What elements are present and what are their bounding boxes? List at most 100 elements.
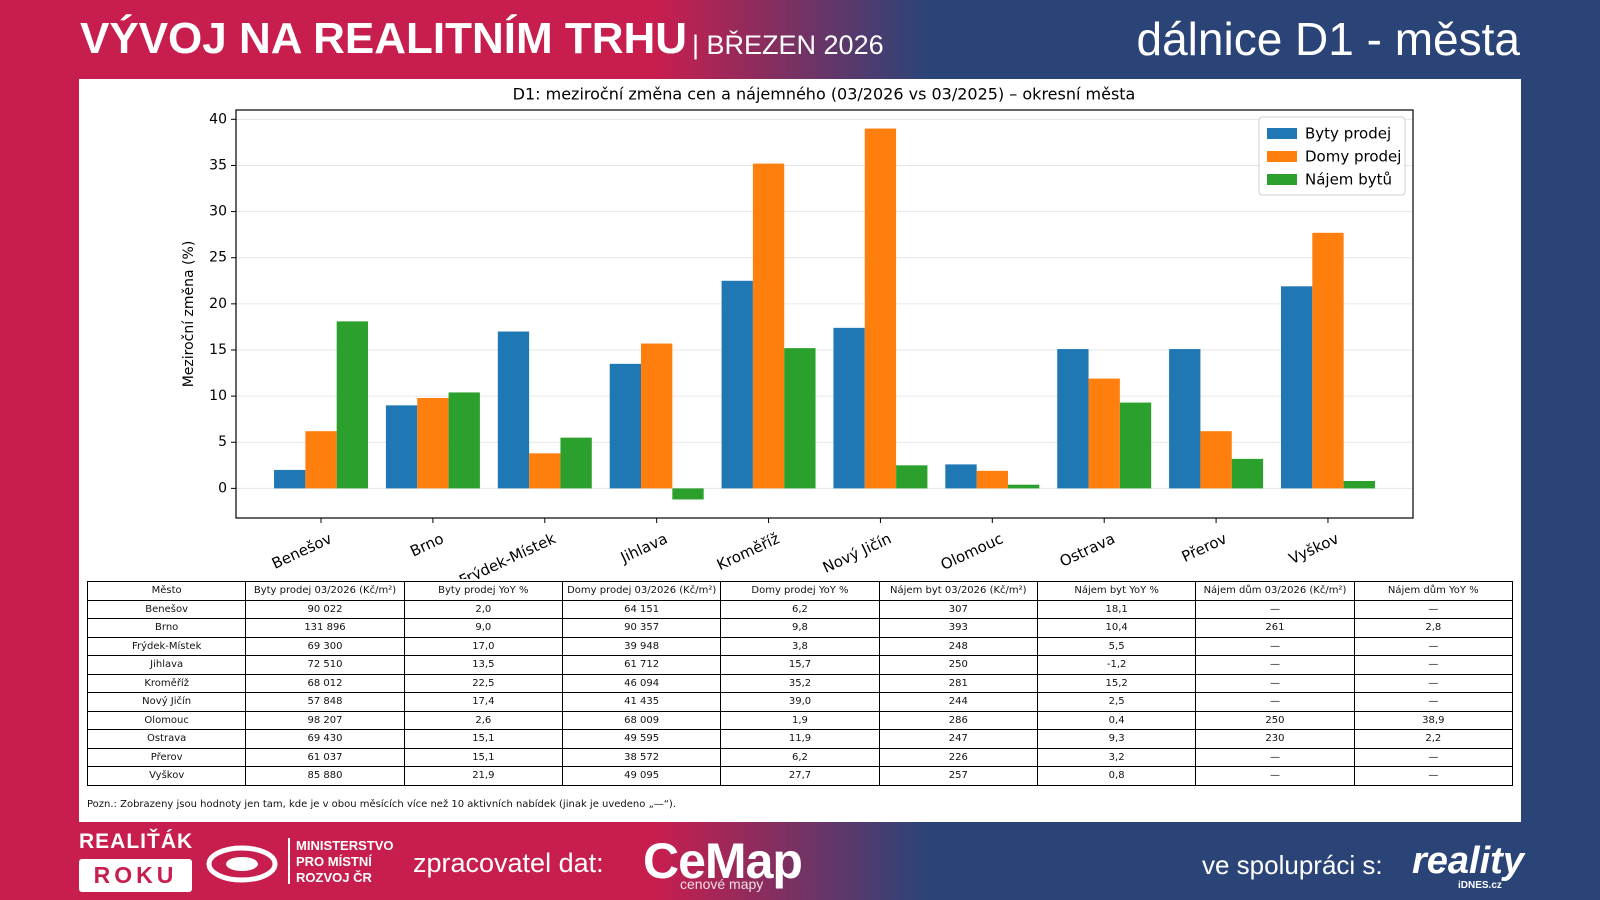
table-cell: 3,2 [1036, 747, 1197, 767]
table-cell: 13,5 [403, 655, 563, 675]
legend-label: Domy prodej [1305, 148, 1401, 166]
x-tick-label: Jihlava [617, 529, 670, 567]
table-row: Jihlava 72 510 13,5 61 712 15,7 250 -1,2— — [86, 655, 1514, 675]
x-tick-label: Vyškov [1286, 529, 1342, 568]
table-cell: 9,0 [403, 618, 563, 638]
bar [1057, 349, 1089, 489]
bar [1343, 481, 1375, 489]
x-tick-label: Přerov [1179, 529, 1230, 566]
table-cell: 3,8 [720, 636, 880, 656]
table-cell: 57 848 [245, 692, 405, 712]
ministry-line: PRO MÍSTNÍ [296, 854, 372, 869]
table-cell: 131 896 [245, 618, 405, 638]
table-cell: 2,0 [403, 599, 563, 619]
table-row: Olomouc 98 207 2,6 68 009 1,9 286 0,4 250 38,9 [86, 710, 1514, 730]
table-cell: — [1353, 747, 1514, 767]
table-cell: 6,2 [720, 747, 880, 767]
table-cell: 286 [878, 710, 1038, 730]
table-cell: — [1195, 673, 1355, 693]
logo-ring [206, 845, 278, 883]
x-tick-label: Brno [407, 529, 446, 560]
bar [448, 392, 480, 489]
table-cell: — [1195, 599, 1355, 619]
column-header: Byty prodej 03/2026 (Kč/m²) [245, 581, 405, 601]
bar [1312, 232, 1344, 489]
table-cell: 307 [878, 599, 1038, 619]
plot-frame [235, 109, 1414, 519]
table-cell: 11,9 [720, 729, 880, 749]
table-row: Frýdek-Místek 69 300 17,0 39 948 3,8 248 5,5— — [86, 636, 1514, 656]
bar [274, 469, 306, 489]
table-cell: 230 [1195, 729, 1355, 749]
table-cell: 2,8 [1353, 618, 1514, 638]
table-cell: 257 [878, 766, 1038, 786]
table-cell: 39 948 [561, 636, 722, 656]
table-cell: 90 357 [561, 618, 722, 638]
table-cell: 38 572 [561, 747, 722, 767]
legend-swatch [1267, 128, 1297, 139]
legend-swatch [1267, 174, 1297, 185]
table-cell: 35,2 [720, 673, 880, 693]
table-cell: 247 [878, 729, 1038, 749]
table-cell: — [1353, 655, 1514, 675]
table-cell: Brno [86, 618, 247, 638]
x-tick-label: Benešov [269, 529, 335, 572]
table-cell: 61 037 [245, 747, 405, 767]
table-cell: 41 435 [561, 692, 722, 712]
table-cell: 226 [878, 747, 1038, 767]
table-cell: Ostrava [86, 729, 247, 749]
table-row: Nový Jičín 57 848 17,4 41 435 39,0 244 2,5— — [86, 692, 1514, 712]
table-cell: 18,1 [1036, 599, 1197, 619]
divider [288, 838, 290, 884]
x-tick-label: Olomouc [938, 529, 1006, 574]
table-cell: Nový Jičín [86, 692, 247, 712]
y-tick-label: 10 [209, 388, 227, 404]
table-cell: 68 009 [561, 710, 722, 730]
table-cell: 69 430 [245, 729, 405, 749]
table-cell: — [1353, 766, 1514, 786]
table-cell: 49 095 [561, 766, 722, 786]
y-tick-label: 20 [209, 296, 227, 312]
table-cell: 5,5 [1036, 636, 1197, 656]
table-cell: 38,9 [1353, 710, 1514, 730]
table-cell: Kroměříž [86, 673, 247, 693]
table-cell: 17,0 [403, 636, 563, 656]
partner-label: ve spolupráci s: [1202, 850, 1383, 880]
table-row: Ostrava 69 430 15,1 49 595 11,9 247 9,3 230 2,2 [86, 729, 1514, 749]
y-tick-label: 30 [209, 204, 227, 220]
table-cell: Olomouc [86, 710, 247, 730]
table-cell: — [1353, 692, 1514, 712]
table-cell: — [1195, 766, 1355, 786]
y-tick-label: 15 [209, 342, 227, 358]
table-cell: 49 595 [561, 729, 722, 749]
bar [1007, 484, 1040, 489]
y-tick-label: 0 [218, 480, 227, 496]
column-header: Domy prodej 03/2026 (Kč/m²) [561, 581, 722, 601]
bar [1119, 402, 1152, 489]
table-cell: 17,4 [403, 692, 563, 712]
bar [560, 437, 592, 489]
bar [497, 331, 530, 489]
column-header: Město [86, 581, 247, 601]
bar [945, 464, 977, 489]
bar [1280, 286, 1313, 489]
table-cell: Přerov [86, 747, 247, 767]
content-panel: D1: meziroční změna cen a nájemného (03/… [79, 79, 1521, 822]
ministry-line: ROZVOJ ČR [296, 870, 372, 885]
table-cell: 69 300 [245, 636, 405, 656]
y-tick-label: 40 [209, 111, 227, 127]
data-table: Město Byty prodej 03/2026 (Kč/m²) Byty pro… [86, 581, 1514, 786]
ministry-logo [206, 845, 278, 883]
y-tick-label: 5 [218, 434, 227, 450]
bar [896, 465, 928, 489]
column-header: Byty prodej YoY % [403, 581, 563, 601]
bar [385, 405, 418, 489]
table-cell: — [1195, 655, 1355, 675]
processor-tagline: cenové mapy [680, 876, 764, 892]
table-cell: 15,1 [403, 747, 563, 767]
table-header-row: Město Byty prodej 03/2026 (Kč/m²) Byty pro… [86, 581, 1514, 601]
table-row: Brno 131 896 9,0 90 357 9,8 393 10,4 261 2,8 [86, 618, 1514, 638]
partner-sub: iDNES.cz [1458, 880, 1502, 891]
legend-swatch [1267, 151, 1297, 162]
table-cell: 2,5 [1036, 692, 1197, 712]
